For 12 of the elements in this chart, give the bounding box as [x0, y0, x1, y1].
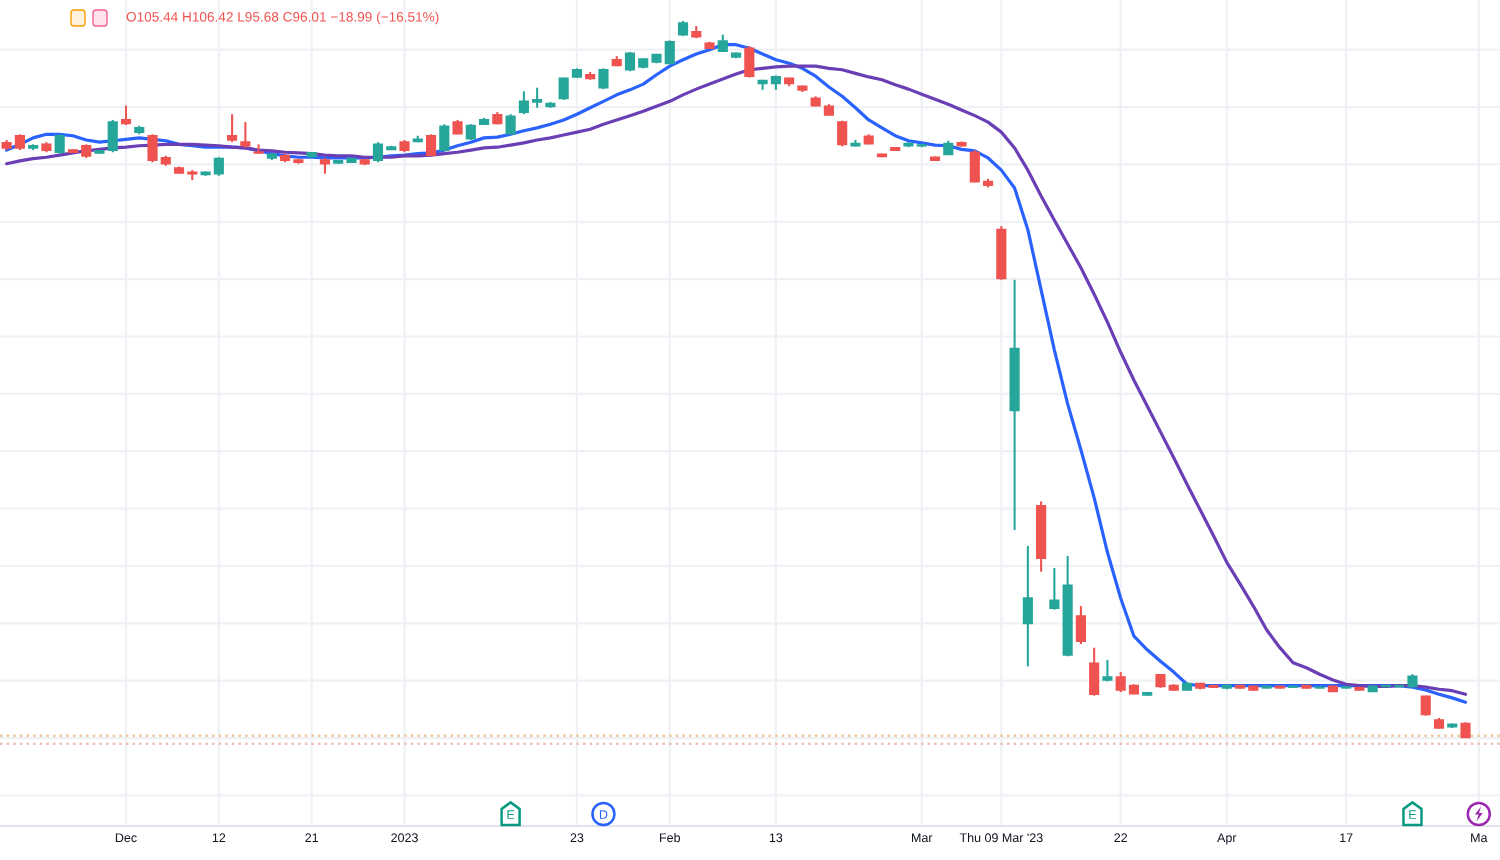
candlestick	[120, 104, 132, 127]
candlestick	[744, 45, 755, 79]
candlestick	[837, 119, 848, 148]
candlestick	[240, 121, 251, 149]
candlestick	[1075, 605, 1086, 646]
candlestick	[1049, 567, 1060, 611]
candlestick	[425, 133, 437, 157]
candlestick	[1022, 544, 1033, 668]
candlestick	[54, 133, 65, 155]
candlestick	[439, 123, 450, 152]
candlestick	[1089, 646, 1100, 697]
candlestick	[227, 113, 238, 144]
